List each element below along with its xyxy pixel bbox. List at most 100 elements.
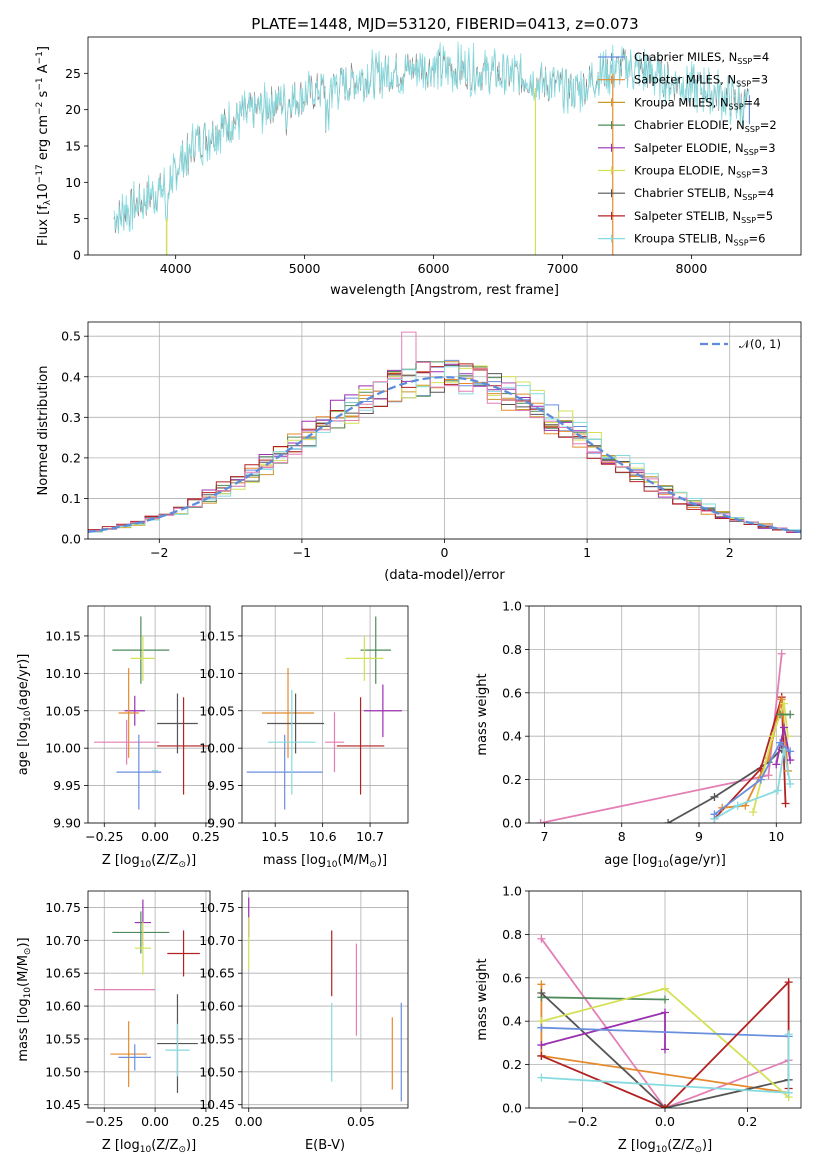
weight-vs-Z-axes-plot bbox=[537, 934, 793, 1108]
y-tick-label: 10.65 bbox=[45, 966, 81, 981]
y-tick-label: 10.15 bbox=[199, 628, 235, 643]
legend-entry: Chabrier STELIB, NSSP=4 bbox=[634, 186, 774, 202]
weight-marker bbox=[776, 710, 785, 719]
weight-vs-Z-axes-y-label: mass weight bbox=[475, 958, 490, 1040]
legend-entry: Chabrier MILES, NSSP=4 bbox=[634, 50, 769, 66]
errorbar-point bbox=[268, 689, 316, 795]
y-tick-label: 0 bbox=[73, 248, 81, 263]
weight-marker bbox=[537, 1023, 546, 1032]
x-tick-label: −0.2 bbox=[567, 1114, 597, 1129]
weight-marker bbox=[784, 1030, 793, 1039]
weight-marker bbox=[664, 819, 673, 823]
spectrum-x-label: wavelength [Angstrom, rest frame] bbox=[330, 283, 559, 298]
x-tick-label: 0.2 bbox=[737, 1114, 757, 1129]
x-tick-label: 0.05 bbox=[347, 1114, 375, 1129]
errorbar-point bbox=[157, 697, 210, 795]
y-tick-label: 10.05 bbox=[199, 703, 235, 718]
y-tick-label: 1.0 bbox=[502, 599, 522, 614]
weight-marker bbox=[756, 775, 765, 784]
y-tick-label: 0.2 bbox=[502, 772, 522, 787]
y-tick-label: 0.8 bbox=[502, 927, 522, 942]
errorbar-point bbox=[110, 1021, 147, 1087]
weight-marker bbox=[781, 799, 790, 808]
weight-series bbox=[710, 745, 795, 823]
weight-marker bbox=[780, 723, 788, 732]
y-tick-label: 10.50 bbox=[45, 1064, 81, 1079]
errorbar-point bbox=[130, 635, 156, 681]
y-tick-label: 5 bbox=[73, 211, 81, 226]
x-tick-label: 7000 bbox=[547, 261, 579, 276]
x-tick-label: 4000 bbox=[160, 261, 192, 276]
weight-line bbox=[541, 1026, 789, 1038]
errorbar-point bbox=[360, 616, 391, 684]
age-vs-Z-axes-x-label: Z [log10(Z/Z⊙)] bbox=[102, 853, 196, 870]
errorbar-point bbox=[124, 695, 145, 726]
y-tick-label: 0.2 bbox=[61, 450, 81, 465]
weight-marker bbox=[537, 934, 546, 943]
y-tick-label: 15 bbox=[65, 139, 81, 154]
x-tick-label: 10.6 bbox=[309, 829, 337, 844]
x-tick-label: 0.0 bbox=[655, 1114, 675, 1129]
x-tick-label: −2 bbox=[150, 545, 168, 560]
y-tick-label: 0.4 bbox=[61, 369, 81, 384]
y-tick-label: 10.00 bbox=[199, 741, 235, 756]
y-tick-label: 0.0 bbox=[61, 532, 81, 547]
x-tick-label: 8 bbox=[618, 829, 626, 844]
y-tick-label: 0.0 bbox=[502, 1101, 522, 1116]
mass-vs-ebv-axes-frame bbox=[241, 890, 409, 1109]
weight-marker bbox=[537, 1073, 546, 1082]
legend-entry: Chabrier ELODIE, NSSP=2 bbox=[634, 118, 777, 134]
weight-marker bbox=[710, 792, 719, 801]
age-vs-mass-axes-x-label: mass [log10(M/M⊙)] bbox=[263, 853, 387, 870]
y-tick-label: 10.50 bbox=[199, 1064, 235, 1079]
weight-vs-Z-axes-x-label: Z [log10(Z/Z⊙)] bbox=[618, 1138, 712, 1155]
weight-marker bbox=[786, 747, 795, 756]
weight-series bbox=[537, 1008, 669, 1054]
histogram-x-label: (data-model)/error bbox=[384, 568, 505, 583]
y-tick-label: 0.1 bbox=[61, 491, 81, 506]
histogram-axes-plot bbox=[88, 331, 801, 535]
weight-marker bbox=[661, 995, 669, 1004]
weight-line bbox=[713, 741, 791, 816]
legend-entry: Salpeter MILES, NSSP=3 bbox=[634, 73, 768, 89]
y-tick-label: 0.3 bbox=[61, 410, 81, 425]
y-tick-label: 10.45 bbox=[199, 1097, 235, 1112]
weight-marker bbox=[710, 810, 719, 819]
weight-vs-Z-axes: −0.2 0.0 0.2 0.0 0.2 0.4 0.6 0.8 1.0 Z [log10(Z/Z… bbox=[475, 884, 802, 1155]
y-tick-label: 10 bbox=[65, 175, 81, 190]
weight-marker bbox=[784, 978, 793, 987]
spectrum-y-label: Flux [fλ10−17 erg cm−2 s−1 A−1] bbox=[35, 46, 53, 246]
legend-entry: Salpeter STELIB, NSSP=5 bbox=[634, 209, 773, 225]
mass-vs-Z-axes-x-label: Z [log10(Z/Z⊙)] bbox=[102, 1138, 196, 1155]
mass-vs-ebv-axes-x-label: E(B-V) bbox=[305, 1138, 345, 1153]
y-tick-label: 10.75 bbox=[199, 900, 235, 915]
weight-marker bbox=[733, 801, 742, 810]
weight-line bbox=[541, 996, 666, 1001]
mass-vs-ebv-axes: 0.00 0.05 10.45 10.50 10.55 10.60 10.65 10.70 10… bbox=[199, 890, 409, 1153]
weight-vs-age-axes-frame bbox=[528, 605, 802, 824]
x-tick-label: 2 bbox=[726, 545, 734, 560]
errorbar-point bbox=[157, 693, 198, 754]
weight-marker bbox=[661, 1045, 669, 1054]
errorbar-point bbox=[112, 911, 170, 954]
x-tick-label: 0.00 bbox=[235, 1114, 263, 1129]
y-tick-label: 0.2 bbox=[502, 1057, 522, 1072]
legend-entry: Salpeter ELODIE, NSSP=3 bbox=[634, 141, 776, 157]
y-tick-label: 9.90 bbox=[53, 816, 81, 831]
y-tick-label: 0.6 bbox=[502, 685, 522, 700]
y-tick-label: 0.8 bbox=[502, 642, 522, 657]
x-tick-label: 6000 bbox=[418, 261, 450, 276]
y-tick-label: 10.60 bbox=[199, 999, 235, 1014]
weight-marker bbox=[776, 738, 785, 747]
weight-vs-age-axes-x-label: age [log10(age/yr)] bbox=[604, 853, 726, 870]
weight-vs-age-axes-y-label: mass weight bbox=[475, 673, 490, 755]
legend-entry: 𝒩(0, 1) bbox=[739, 337, 781, 351]
y-tick-label: 10.55 bbox=[45, 1031, 81, 1046]
errorbar-point bbox=[345, 635, 384, 681]
mass-vs-Z-axes-plot bbox=[94, 899, 200, 1093]
errorbar-point bbox=[118, 1044, 152, 1071]
weight-series bbox=[710, 738, 795, 819]
weight-marker bbox=[536, 819, 545, 823]
weight-marker bbox=[777, 649, 786, 658]
